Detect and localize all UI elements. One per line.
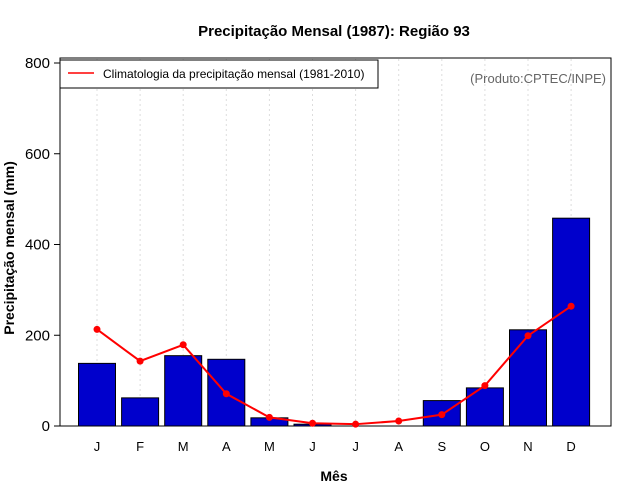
climatology-point — [481, 382, 489, 390]
climatology-line — [96, 305, 572, 426]
plot-frame — [59, 57, 612, 427]
bar-series — [78, 217, 591, 427]
x-tick-label: F — [136, 439, 144, 454]
x-tick-label: M — [264, 439, 275, 454]
bar — [552, 217, 591, 427]
climatology-point — [136, 357, 144, 365]
y-tick-label: 400 — [25, 237, 50, 254]
bar — [164, 355, 203, 427]
climatology-point — [567, 302, 575, 310]
y-axis-label: Precipitação mensal (mm) — [1, 161, 17, 335]
y-axis: 0 200 400 600 800 — [25, 55, 60, 435]
bar — [509, 329, 547, 427]
climatology-point — [93, 325, 101, 333]
y-tick-label: 0 — [42, 418, 50, 435]
legend: Climatologia da precipitação mensal (198… — [59, 59, 379, 89]
credit-text: (Produto:CPTEC/INPE) — [470, 71, 606, 86]
x-tick-label: J — [309, 439, 316, 454]
x-tick-label: O — [480, 439, 490, 454]
x-tick-label: M — [178, 439, 189, 454]
x-tick-label: N — [523, 439, 532, 454]
x-tick-label: J — [352, 439, 359, 454]
climatology-point — [395, 417, 403, 425]
legend-label: Climatologia da precipitação mensal (198… — [103, 67, 364, 81]
climatology-point — [309, 419, 316, 427]
climatology-point — [179, 341, 187, 349]
y-tick-label: 600 — [25, 146, 50, 163]
x-axis-label: Mês — [320, 468, 347, 484]
climatology-point — [524, 332, 532, 340]
climatology-point — [438, 411, 446, 419]
x-tick-label: A — [222, 439, 231, 454]
bar — [78, 362, 116, 427]
climatology-point — [352, 420, 360, 428]
x-tick-label: D — [566, 439, 575, 454]
climatology-point — [265, 413, 273, 421]
y-tick-label: 200 — [25, 327, 50, 344]
y-tick-label: 800 — [25, 55, 50, 72]
climatology-point — [222, 390, 230, 398]
x-tick-label: S — [437, 439, 446, 454]
legend-box — [59, 59, 379, 89]
x-tick-label: A — [394, 439, 403, 454]
chart-title: Precipitação Mensal (1987): Região 93 — [198, 23, 470, 40]
x-tick-label: J — [94, 439, 101, 454]
climatology-series — [93, 302, 575, 428]
bar — [422, 400, 461, 427]
bar — [121, 397, 160, 427]
